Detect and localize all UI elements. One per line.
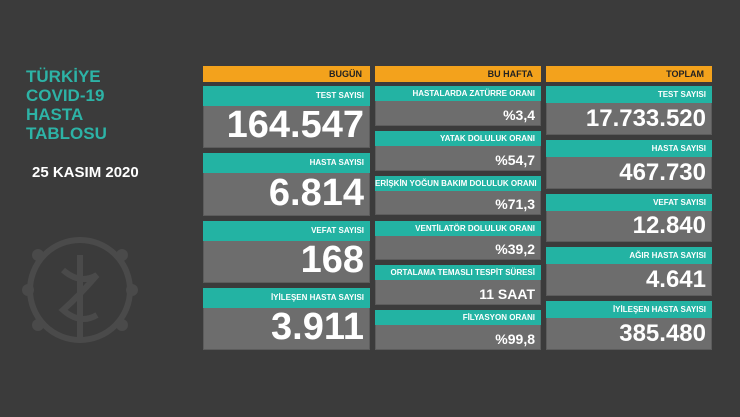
- stat-value: 168: [300, 238, 364, 281]
- stat-label: HASTA SAYISI: [546, 139, 712, 157]
- stat-value: 3.911: [271, 306, 364, 348]
- stat-card: YATAK DOLULUK ORANI %54,7: [375, 130, 541, 171]
- stat-value: %71,3: [495, 196, 535, 213]
- stat-label: İYİLEŞEN HASTA SAYISI: [546, 301, 712, 319]
- stat-label: HASTALARDA ZATÜRRE ORANI: [375, 86, 541, 101]
- stat-label: İYİLEŞEN HASTA SAYISI: [203, 287, 370, 308]
- stat-label: VENTİLATÖR DOLULUK ORANI: [375, 220, 541, 236]
- stat-card: ORTALAMA TEMASLI TESPİT SÜRESİ 11 SAAT: [375, 265, 541, 306]
- stat-value: 385.480: [619, 319, 706, 347]
- stat-value: 6.814: [268, 171, 364, 214]
- stat-value: %54,7: [495, 151, 535, 168]
- stat-label: VEFAT SAYISI: [546, 193, 712, 211]
- stat-card: HASTALARDA ZATÜRRE ORANI %3,4: [375, 86, 541, 126]
- stat-card: FİLYASYON ORANI %99,8: [375, 310, 541, 350]
- title-line: TABLOSU: [26, 124, 107, 143]
- stat-value: %39,2: [495, 241, 535, 258]
- stat-card: HASTA SAYISI 467.730: [546, 139, 712, 189]
- title-line: HASTA: [26, 105, 84, 124]
- stat-label: TEST SAYISI: [203, 86, 370, 106]
- stat-card: İYİLEŞEN HASTA SAYISI 3.911: [203, 287, 370, 350]
- title-line: TÜRKİYE: [26, 67, 101, 86]
- column-header: BUGÜN: [203, 66, 370, 82]
- stat-label: VEFAT SAYISI: [203, 220, 370, 241]
- stat-label: AĞIR HASTA SAYISI: [546, 247, 712, 265]
- stat-card: İYİLEŞEN HASTA SAYISI 385.480: [546, 301, 712, 350]
- stat-card: VENTİLATÖR DOLULUK ORANI %39,2: [375, 220, 541, 261]
- stat-card: VEFAT SAYISI 12.840: [546, 193, 712, 243]
- stat-label: YATAK DOLULUK ORANI: [375, 130, 541, 146]
- emblem: [22, 237, 138, 343]
- column-header: TOPLAM: [546, 66, 712, 82]
- stat-card: VEFAT SAYISI 168: [203, 220, 370, 283]
- stat-value: 467.730: [619, 158, 706, 186]
- stat-label: TEST SAYISI: [546, 86, 712, 103]
- stat-value: 4.641: [645, 266, 706, 294]
- stat-card: AĞIR HASTA SAYISI 4.641: [546, 247, 712, 297]
- date: 25 KASIM 2020: [32, 164, 139, 181]
- stat-label: FİLYASYON ORANI: [375, 310, 541, 326]
- stat-card: ERİŞKİN YOĞUN BAKIM DOLULUK ORANI %71,3: [375, 175, 541, 216]
- column-header: BU HAFTA: [375, 66, 541, 82]
- stat-card: HASTA SAYISI 6.814: [203, 153, 370, 216]
- stat-value: 12.840: [632, 212, 706, 240]
- stat-value: 11 SAAT: [479, 286, 535, 303]
- stat-card: TEST SAYISI 17.733.520: [546, 86, 712, 135]
- stat-value: 17.733.520: [585, 104, 706, 132]
- stat-card: TEST SAYISI 164.547: [203, 86, 370, 149]
- stat-label: ERİŞKİN YOĞUN BAKIM DOLULUK ORANI: [375, 175, 541, 191]
- stat-value: %3,4: [503, 106, 535, 123]
- stat-value: %99,8: [495, 330, 535, 347]
- stat-label: HASTA SAYISI: [203, 153, 370, 174]
- stat-label: ORTALAMA TEMASLI TESPİT SÜRESİ: [375, 265, 541, 281]
- title-line: COVID-19: [26, 86, 105, 105]
- stat-value: 164.547: [226, 104, 364, 147]
